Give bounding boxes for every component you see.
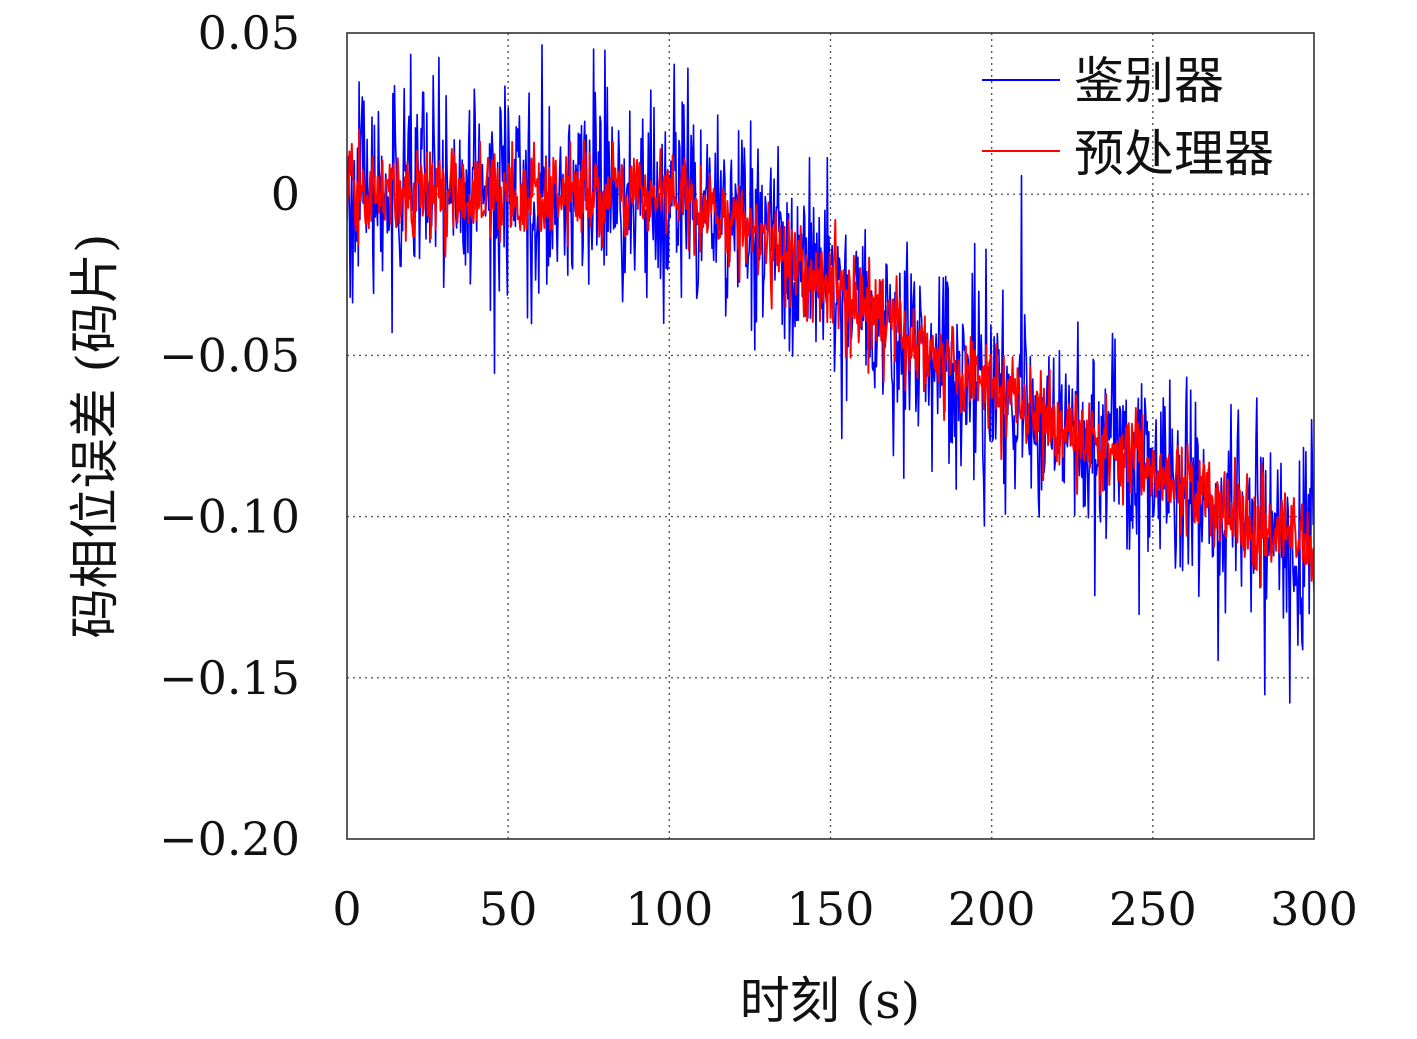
legend-label-discriminator: 鉴别器 — [1074, 52, 1224, 110]
y-tick-labels: 0.05 0 −0.05 −0.10 −0.15 −0.20 — [159, 6, 300, 866]
x-tick-label: 0 — [332, 882, 361, 936]
y-tick-label: −0.10 — [159, 490, 300, 544]
x-tick-label: 300 — [1270, 882, 1358, 936]
y-tick-label: −0.15 — [159, 651, 300, 705]
x-tick-label: 50 — [479, 882, 538, 936]
y-axis-label: 码相位误差 (码片) — [66, 234, 124, 639]
plot-frame — [346, 32, 1315, 840]
series-layer — [347, 44, 1314, 704]
series-line-preprocessor — [347, 128, 1314, 592]
y-tick-label: −0.05 — [159, 328, 300, 382]
x-tick-label: 200 — [948, 882, 1036, 936]
x-tick-label: 100 — [625, 882, 713, 936]
legend-label-preprocessor: 预处理器 — [1074, 125, 1274, 183]
y-tick-label: −0.20 — [159, 812, 300, 866]
x-axis-label: 时刻 (s) — [740, 972, 921, 1030]
x-tick-label: 250 — [1109, 882, 1197, 936]
x-tick-label: 150 — [787, 882, 875, 936]
x-tick-labels: 0 50 100 150 200 250 300 — [332, 882, 1358, 936]
y-tick-label: 0.05 — [198, 6, 300, 60]
legend: 鉴别器 预处理器 — [982, 52, 1274, 183]
y-tick-label: 0 — [271, 167, 300, 221]
